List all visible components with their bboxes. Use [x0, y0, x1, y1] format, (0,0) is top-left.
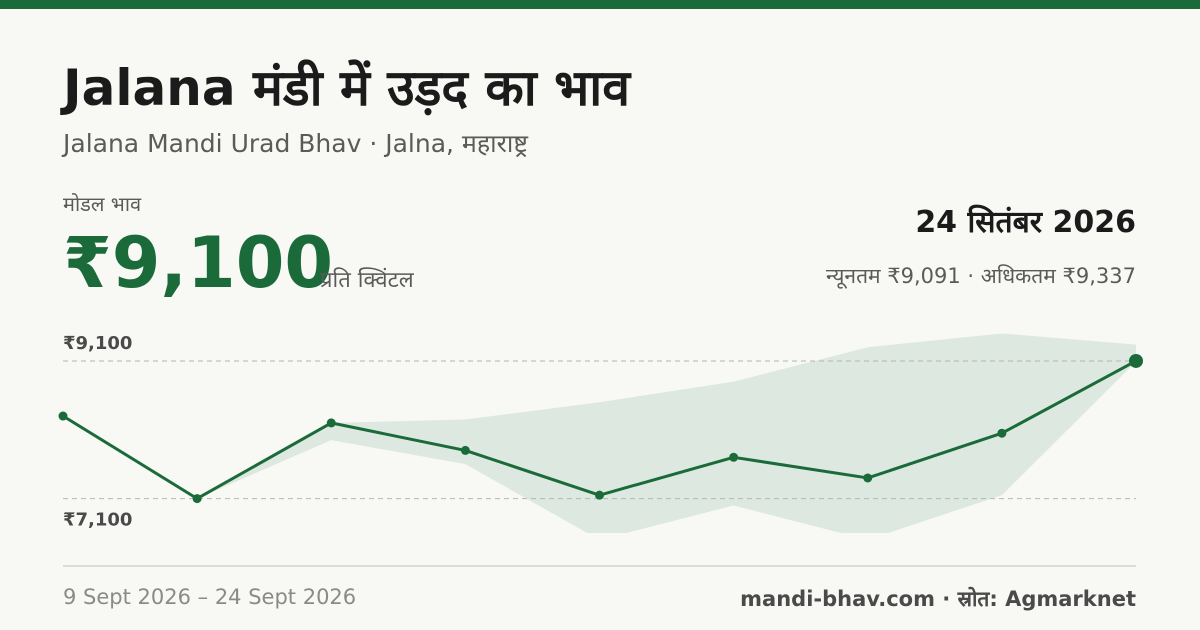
subtitle: Jalana Mandi Urad Bhav · Jalna, महाराष्ट… [63, 129, 528, 158]
data-point [58, 411, 68, 421]
data-point [595, 490, 604, 500]
price-band [197, 333, 1136, 533]
price: ₹9,100 [63, 222, 334, 304]
data-point [460, 445, 470, 455]
price-range: न्यूनतम ₹9,091 · अधिकतम ₹9,337 [826, 264, 1136, 288]
top-bar [0, 0, 1200, 9]
title: Jalana मंडी में उड़द का भाव [63, 59, 631, 117]
price-unit: प्रति क्विंटल [320, 268, 414, 293]
data-point [326, 418, 336, 428]
date-range: 9 Sept 2026 – 24 Sept 2026 [63, 585, 357, 609]
plot-area [197, 333, 1136, 533]
data-point [1129, 353, 1143, 368]
y-tick-label: ₹9,100 [63, 333, 132, 354]
source: mandi-bhav.com · स्रोत: Agmarknet [740, 587, 1136, 611]
data-point [192, 494, 202, 504]
y-tick-label: ₹7,100 [63, 510, 132, 531]
data-point [863, 473, 873, 483]
data-point [729, 452, 739, 462]
date: 24 सितंबर 2026 [915, 205, 1136, 240]
price-label: मोडल भाव [63, 192, 142, 216]
data-point [997, 428, 1007, 438]
